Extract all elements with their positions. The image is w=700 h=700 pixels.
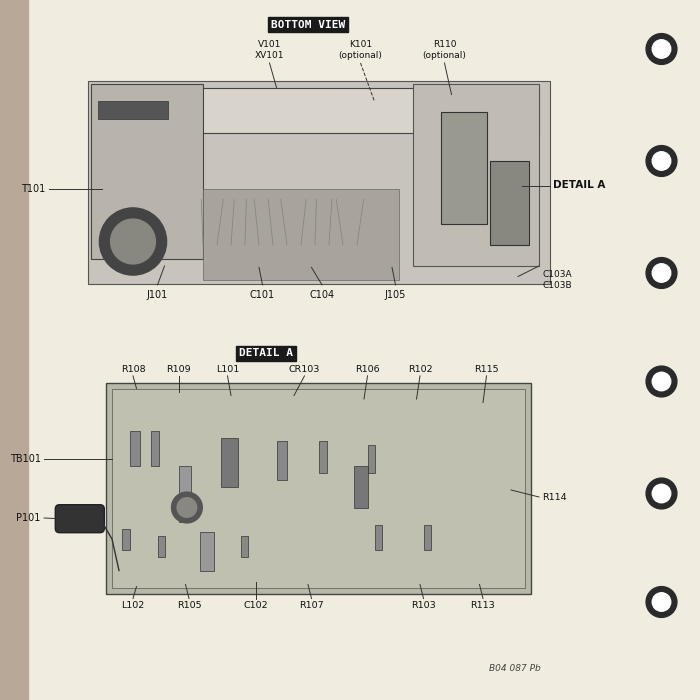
- Text: C103A
C103B: C103A C103B: [542, 270, 572, 290]
- Bar: [150, 430, 159, 466]
- Bar: [178, 466, 191, 522]
- Bar: [354, 466, 368, 507]
- Text: R115: R115: [474, 365, 499, 375]
- Text: CR103: CR103: [289, 365, 320, 375]
- Bar: [122, 528, 130, 550]
- Bar: [441, 112, 486, 224]
- Bar: [368, 444, 374, 472]
- Text: J101: J101: [147, 290, 168, 300]
- Text: K101
(optional): K101 (optional): [339, 40, 382, 60]
- Text: R113: R113: [470, 601, 496, 610]
- Text: T101: T101: [21, 184, 46, 194]
- Text: R108: R108: [120, 365, 146, 375]
- Text: R109: R109: [166, 365, 191, 375]
- Circle shape: [646, 366, 677, 397]
- Circle shape: [652, 264, 671, 282]
- Text: L101: L101: [216, 365, 239, 375]
- Circle shape: [652, 152, 671, 170]
- Circle shape: [99, 208, 167, 275]
- Text: R107: R107: [299, 601, 324, 610]
- Circle shape: [652, 593, 671, 611]
- Circle shape: [646, 146, 677, 176]
- Text: B04 087 Pb: B04 087 Pb: [489, 664, 540, 673]
- Text: TB101: TB101: [10, 454, 41, 463]
- Text: R114: R114: [542, 493, 567, 501]
- Text: C104: C104: [309, 290, 335, 300]
- Bar: [98, 88, 539, 133]
- Circle shape: [172, 492, 202, 523]
- Text: R103: R103: [411, 601, 436, 610]
- Circle shape: [652, 372, 671, 391]
- Text: J105: J105: [385, 290, 406, 300]
- Bar: [199, 532, 213, 570]
- Text: L102: L102: [121, 601, 145, 610]
- FancyBboxPatch shape: [55, 505, 104, 533]
- Bar: [98, 102, 168, 119]
- Bar: [490, 161, 528, 245]
- Bar: [318, 441, 327, 472]
- Text: R110
(optional): R110 (optional): [423, 40, 466, 60]
- Bar: [413, 84, 539, 266]
- Text: C101: C101: [250, 290, 275, 300]
- FancyBboxPatch shape: [106, 383, 531, 594]
- Circle shape: [646, 478, 677, 509]
- Text: P101: P101: [16, 513, 41, 523]
- Text: R105: R105: [176, 601, 202, 610]
- Circle shape: [652, 484, 671, 503]
- Text: DETAIL A: DETAIL A: [239, 349, 293, 358]
- Bar: [91, 84, 203, 259]
- Bar: [374, 525, 382, 550]
- Circle shape: [646, 258, 677, 288]
- Circle shape: [646, 587, 677, 617]
- Circle shape: [111, 219, 155, 264]
- Bar: [424, 525, 430, 550]
- Bar: [220, 438, 238, 486]
- Text: DETAIL A: DETAIL A: [553, 181, 606, 190]
- Circle shape: [177, 498, 197, 517]
- Bar: [241, 536, 248, 556]
- Bar: [158, 536, 164, 556]
- Bar: [0, 0, 28, 700]
- Circle shape: [646, 34, 677, 64]
- Bar: [276, 441, 287, 480]
- FancyBboxPatch shape: [88, 80, 550, 284]
- Bar: [203, 189, 399, 280]
- Text: R106: R106: [355, 365, 380, 375]
- Circle shape: [652, 40, 671, 58]
- Text: R102: R102: [407, 365, 433, 375]
- Text: C102: C102: [243, 601, 268, 610]
- Text: V101
XV101: V101 XV101: [255, 40, 284, 60]
- Bar: [112, 389, 525, 588]
- Text: BOTTOM VIEW: BOTTOM VIEW: [271, 20, 345, 29]
- Bar: [130, 430, 140, 466]
